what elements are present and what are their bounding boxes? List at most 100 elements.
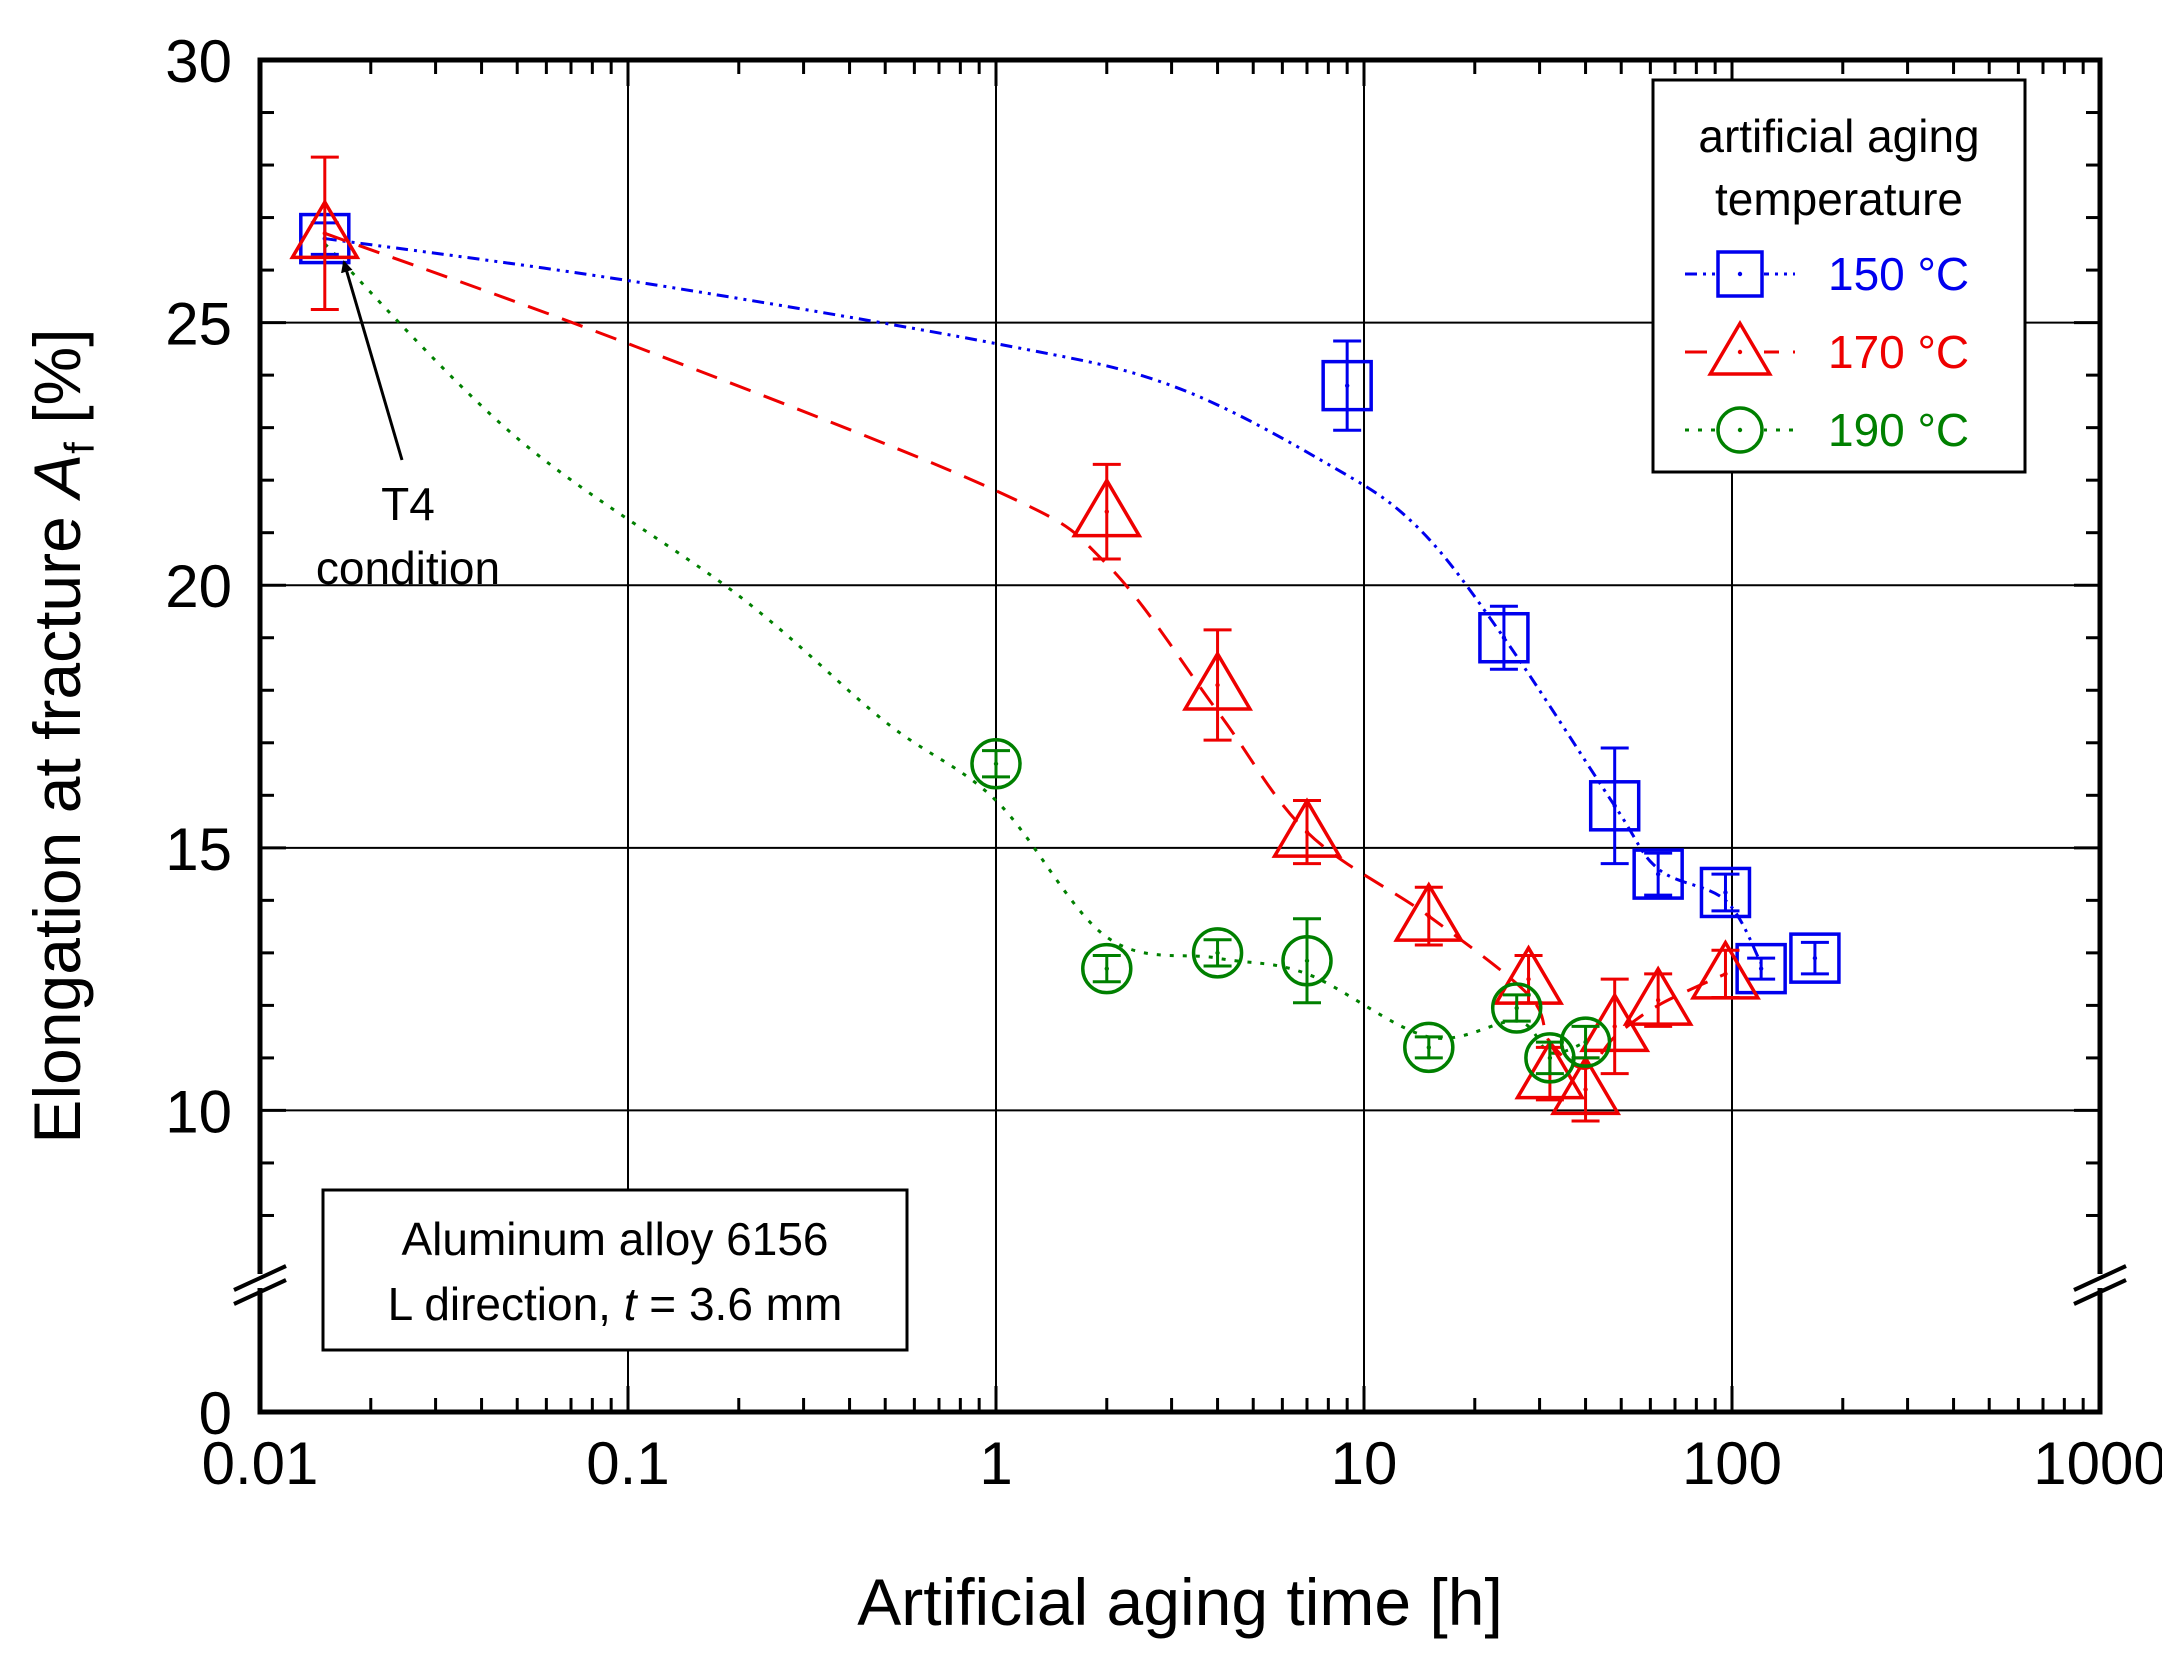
x-tick-label: 10 xyxy=(1331,1430,1398,1497)
t4-arrow xyxy=(341,260,404,461)
triangle-marker xyxy=(1393,881,1465,942)
circle-marker xyxy=(1191,927,1244,979)
x-tick-label: 0.01 xyxy=(202,1430,319,1497)
triangle-marker xyxy=(1690,939,1761,1000)
marker-center-dot xyxy=(993,761,999,766)
axis-break-slash xyxy=(233,1278,287,1306)
t4-label-line2: condition xyxy=(316,542,500,594)
marker-center-dot xyxy=(1426,913,1432,919)
axis-break-slash xyxy=(2073,1278,2127,1306)
x-tick-label: 100 xyxy=(1682,1430,1782,1497)
legend-label: 190 °C xyxy=(1828,404,1969,456)
marker-center-dot xyxy=(1723,971,1728,977)
data-point-circle xyxy=(1559,1016,1612,1068)
legend: artificial aging temperature 150 °C 170 °… xyxy=(1651,78,2027,474)
y-axis-label: Elongation at fracture Af [%] xyxy=(20,328,103,1143)
data-point-circle xyxy=(1081,942,1133,995)
marker-center-dot xyxy=(1104,509,1109,514)
legend-label: 150 °C xyxy=(1828,248,1969,300)
marker-center-dot xyxy=(322,231,328,236)
x-axis-label: Artificial aging time [h] xyxy=(857,1565,1503,1639)
series-line-triangle xyxy=(324,231,1727,1070)
marker-center-dot xyxy=(1501,635,1507,640)
info-line1: Aluminum alloy 6156 xyxy=(401,1213,828,1265)
info-box: Aluminum alloy 6156 L direction, t = 3.6… xyxy=(321,1188,909,1352)
data-point-square xyxy=(1735,942,1787,995)
triangle-marker xyxy=(1493,944,1565,1005)
marker-center-dot xyxy=(1526,976,1531,982)
square-marker xyxy=(1735,942,1787,995)
data-point-circle xyxy=(1403,1021,1455,1074)
info-line2: L direction, t = 3.6 mm xyxy=(388,1278,843,1330)
marker-center-dot xyxy=(1344,383,1350,388)
series-line-square xyxy=(324,237,1763,965)
square-marker xyxy=(1632,848,1684,900)
y-tick-label: 0 xyxy=(199,1380,232,1447)
legend-box xyxy=(1651,78,2027,474)
legend-title-line2: temperature xyxy=(1715,173,1963,225)
triangle-marker xyxy=(1071,477,1143,538)
triangle-marker xyxy=(289,198,361,260)
legend-title-line1: artificial aging xyxy=(1698,110,1979,162)
circle-marker xyxy=(1716,406,1764,454)
data-point-triangle xyxy=(1393,881,1465,947)
square-marker xyxy=(1789,932,1841,984)
y-tick-label: 20 xyxy=(165,553,232,620)
marker-center-dot xyxy=(1612,1024,1617,1029)
square-marker xyxy=(1699,866,1752,919)
legend-entry-circle: 190 °C xyxy=(1685,400,1969,460)
series-line-circle xyxy=(323,242,1587,1055)
marker-center-dot xyxy=(1304,958,1310,963)
marker-center-dot xyxy=(1104,966,1109,971)
triangle-marker xyxy=(1707,319,1773,376)
marker-center-dot xyxy=(1215,682,1220,688)
data-point-triangle xyxy=(1182,628,1254,742)
square-marker xyxy=(1321,359,1373,412)
data-point-square xyxy=(1789,932,1841,984)
data-point-triangle xyxy=(289,155,361,311)
data-point-square xyxy=(1478,604,1530,671)
triangle-marker xyxy=(1182,650,1254,711)
data-point-square xyxy=(1321,339,1373,432)
marker-center-dot xyxy=(1583,1087,1588,1092)
triangle-marker xyxy=(1622,965,1694,1026)
marker-center-dot xyxy=(1514,1005,1519,1011)
axis-break-slash xyxy=(2073,1264,2127,1292)
data-point-triangle xyxy=(1690,939,1761,1000)
marker-center-dot xyxy=(1737,349,1743,355)
y-tick-label: 10 xyxy=(165,1078,232,1145)
marker-center-dot xyxy=(1547,1055,1553,1061)
data-point-triangle xyxy=(1622,965,1694,1028)
marker-center-dot xyxy=(1758,966,1764,971)
triangle-marker xyxy=(1271,797,1343,858)
t4-annotation: T4 condition xyxy=(316,260,500,594)
data-point-circle xyxy=(1191,927,1244,979)
y-tick-label: 15 xyxy=(165,816,232,883)
y-axis-break-marks xyxy=(220,1264,2140,1306)
marker-center-dot xyxy=(1426,1045,1432,1050)
data-point-circle xyxy=(1281,917,1333,1005)
marker-center-dot xyxy=(1737,271,1743,277)
marker-center-dot xyxy=(1723,890,1728,895)
marker-center-dot xyxy=(1655,997,1661,1003)
triangle-marker xyxy=(1514,1039,1586,1100)
marker-center-dot xyxy=(1612,803,1617,809)
circle-marker xyxy=(1490,982,1543,1034)
x-tick-labels: 0.01 0.1 1 10 100 1000 xyxy=(202,1430,2162,1497)
data-point-triangle xyxy=(1071,462,1143,561)
marker-center-dot xyxy=(1655,871,1661,877)
circle-marker xyxy=(1559,1016,1612,1068)
legend-entry-triangle: 170 °C xyxy=(1685,319,1969,382)
x-tick-label: 1 xyxy=(979,1430,1012,1497)
y-tick-labels: 0 10 15 20 25 30 xyxy=(165,28,232,1447)
x-tick-label: 1000 xyxy=(2033,1430,2162,1497)
circle-marker xyxy=(1281,934,1333,987)
square-marker xyxy=(1588,780,1641,832)
plot-frame xyxy=(257,57,2103,1415)
marker-center-dot xyxy=(1215,950,1220,956)
circle-marker xyxy=(970,738,1022,790)
data-point-square xyxy=(1632,848,1684,900)
marker-center-dot xyxy=(1304,829,1310,835)
